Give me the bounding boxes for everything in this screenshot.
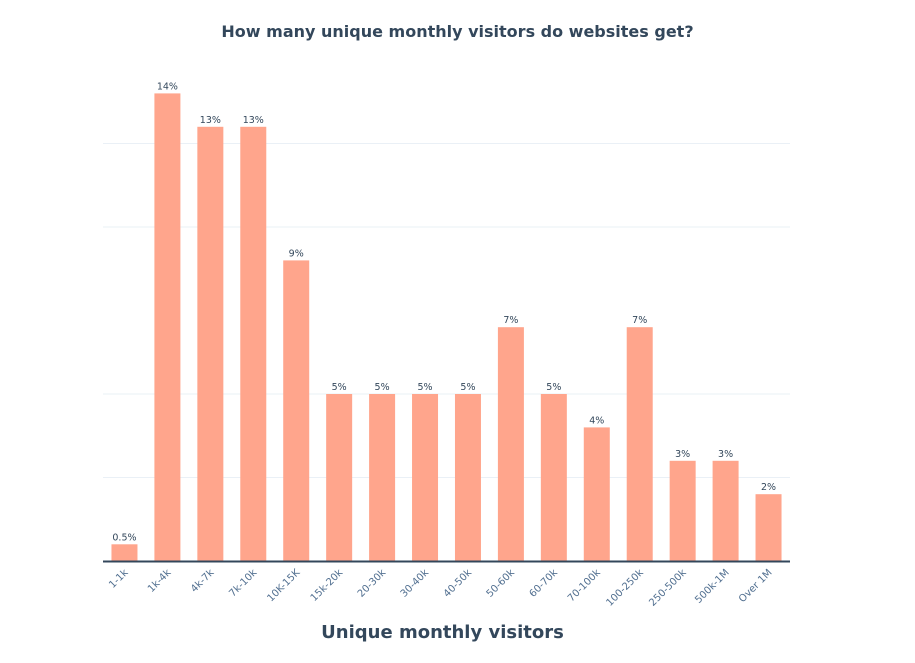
data-label: 13% bbox=[243, 115, 264, 126]
x-tick-label: 60-70k bbox=[528, 567, 561, 600]
bar-10K-15K[interactable] bbox=[283, 260, 310, 561]
x-tick-label: 250-500k bbox=[647, 567, 689, 609]
bar-500k-1M[interactable] bbox=[712, 460, 739, 561]
x-tick-label: 10K-15K bbox=[265, 567, 302, 604]
x-tick-label: 20-30k bbox=[356, 567, 389, 600]
bar-1k-4k[interactable] bbox=[154, 93, 181, 562]
data-label: 3% bbox=[675, 449, 690, 460]
data-label: 5% bbox=[460, 382, 475, 393]
data-label: 2% bbox=[761, 482, 776, 493]
data-label: 4% bbox=[589, 415, 604, 426]
bar-7k-10k[interactable] bbox=[240, 126, 267, 562]
bar-20-30k[interactable] bbox=[369, 394, 396, 561]
x-tick-label: 100-250k bbox=[604, 567, 646, 609]
x-tick-label: 7k-10k bbox=[227, 567, 259, 599]
data-label: 9% bbox=[289, 248, 304, 259]
bar-100-250k[interactable] bbox=[626, 327, 653, 561]
data-label: 5% bbox=[332, 382, 347, 393]
data-label: 7% bbox=[503, 315, 518, 326]
x-tick-label: 1-1k bbox=[107, 567, 131, 591]
bar-60-70k[interactable] bbox=[540, 394, 567, 561]
data-label: 14% bbox=[157, 81, 178, 92]
bar-40-50k[interactable] bbox=[454, 394, 481, 561]
bar-Over 1M[interactable] bbox=[755, 494, 782, 561]
bar-50-60k[interactable] bbox=[497, 327, 524, 561]
x-tick-label: 500k-1M bbox=[693, 567, 732, 606]
bar-30-40k[interactable] bbox=[412, 394, 439, 561]
data-label: 5% bbox=[375, 382, 390, 393]
x-tick-label: 30-40k bbox=[399, 567, 432, 600]
x-tick-label: 70-100k bbox=[566, 567, 603, 604]
bar-250-500k[interactable] bbox=[669, 460, 696, 561]
data-label: 3% bbox=[718, 449, 733, 460]
x-tick-label: 40-50k bbox=[442, 567, 475, 600]
x-tick-label: 4k-7k bbox=[189, 567, 217, 595]
bar-4k-7k[interactable] bbox=[197, 126, 224, 562]
x-tick-label: 15k-20k bbox=[309, 567, 346, 604]
x-tick-label: Over 1M bbox=[737, 567, 775, 605]
bar-1-1k[interactable] bbox=[111, 544, 138, 561]
x-tick-labels: 1-1k 1k-4k 4k-7k 7k-10k 10K-15K 15k-20k 20-30k… bbox=[107, 567, 774, 609]
x-tick-label: 50-60k bbox=[485, 567, 518, 600]
data-label: 0.5% bbox=[112, 532, 136, 543]
bar-70-100k[interactable] bbox=[583, 427, 610, 561]
data-label: 7% bbox=[632, 315, 647, 326]
data-label: 5% bbox=[546, 382, 561, 393]
data-label: 5% bbox=[417, 382, 432, 393]
data-label: 13% bbox=[200, 115, 221, 126]
bar-15k-20k[interactable] bbox=[326, 394, 353, 561]
chart-title: How many unique monthly visitors do webs… bbox=[221, 22, 694, 41]
x-tick-label: 1k-4k bbox=[146, 567, 174, 595]
bars bbox=[111, 93, 782, 562]
x-axis-label: Unique monthly visitors bbox=[321, 622, 564, 643]
data-labels: 0.5% 14% 13% 13% 9% 5% 5% 5% 5% 7% 5% 4% 7% 3% 3% 2% bbox=[112, 81, 776, 543]
